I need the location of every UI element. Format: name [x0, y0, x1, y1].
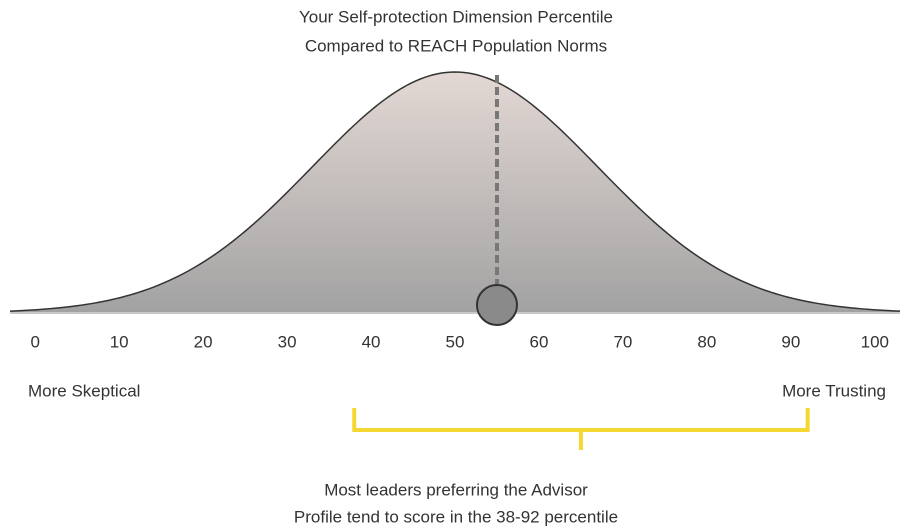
- chart-title: Your Self-protection Dimension Percentil…: [299, 7, 613, 26]
- x-tick-label: 100: [861, 332, 889, 351]
- x-tick-label: 80: [697, 332, 716, 351]
- x-tick-label: 10: [110, 332, 129, 351]
- right-label: More Trusting: [782, 381, 886, 400]
- curve-line: [9, 71, 901, 312]
- chart-title: Compared to REACH Population Norms: [305, 36, 607, 55]
- annotation: Profile tend to score in the 38-92 perce…: [294, 507, 618, 526]
- x-tick-label: 60: [530, 332, 549, 351]
- range-bracket: [352, 408, 810, 450]
- x-tick-label: 50: [446, 332, 465, 351]
- x-tick-label: 20: [194, 332, 213, 351]
- marker-dot: [475, 284, 518, 326]
- curve-area: [10, 72, 900, 313]
- left-label: More Skeptical: [28, 381, 140, 400]
- x-tick-label: 90: [781, 332, 800, 351]
- annotation: Most leaders preferring the Advisor: [324, 480, 588, 499]
- x-tick-label: 70: [613, 332, 632, 351]
- x-tick-label: 40: [362, 332, 381, 351]
- x-tick-label: 30: [278, 332, 297, 351]
- x-tick-label: 0: [30, 332, 39, 351]
